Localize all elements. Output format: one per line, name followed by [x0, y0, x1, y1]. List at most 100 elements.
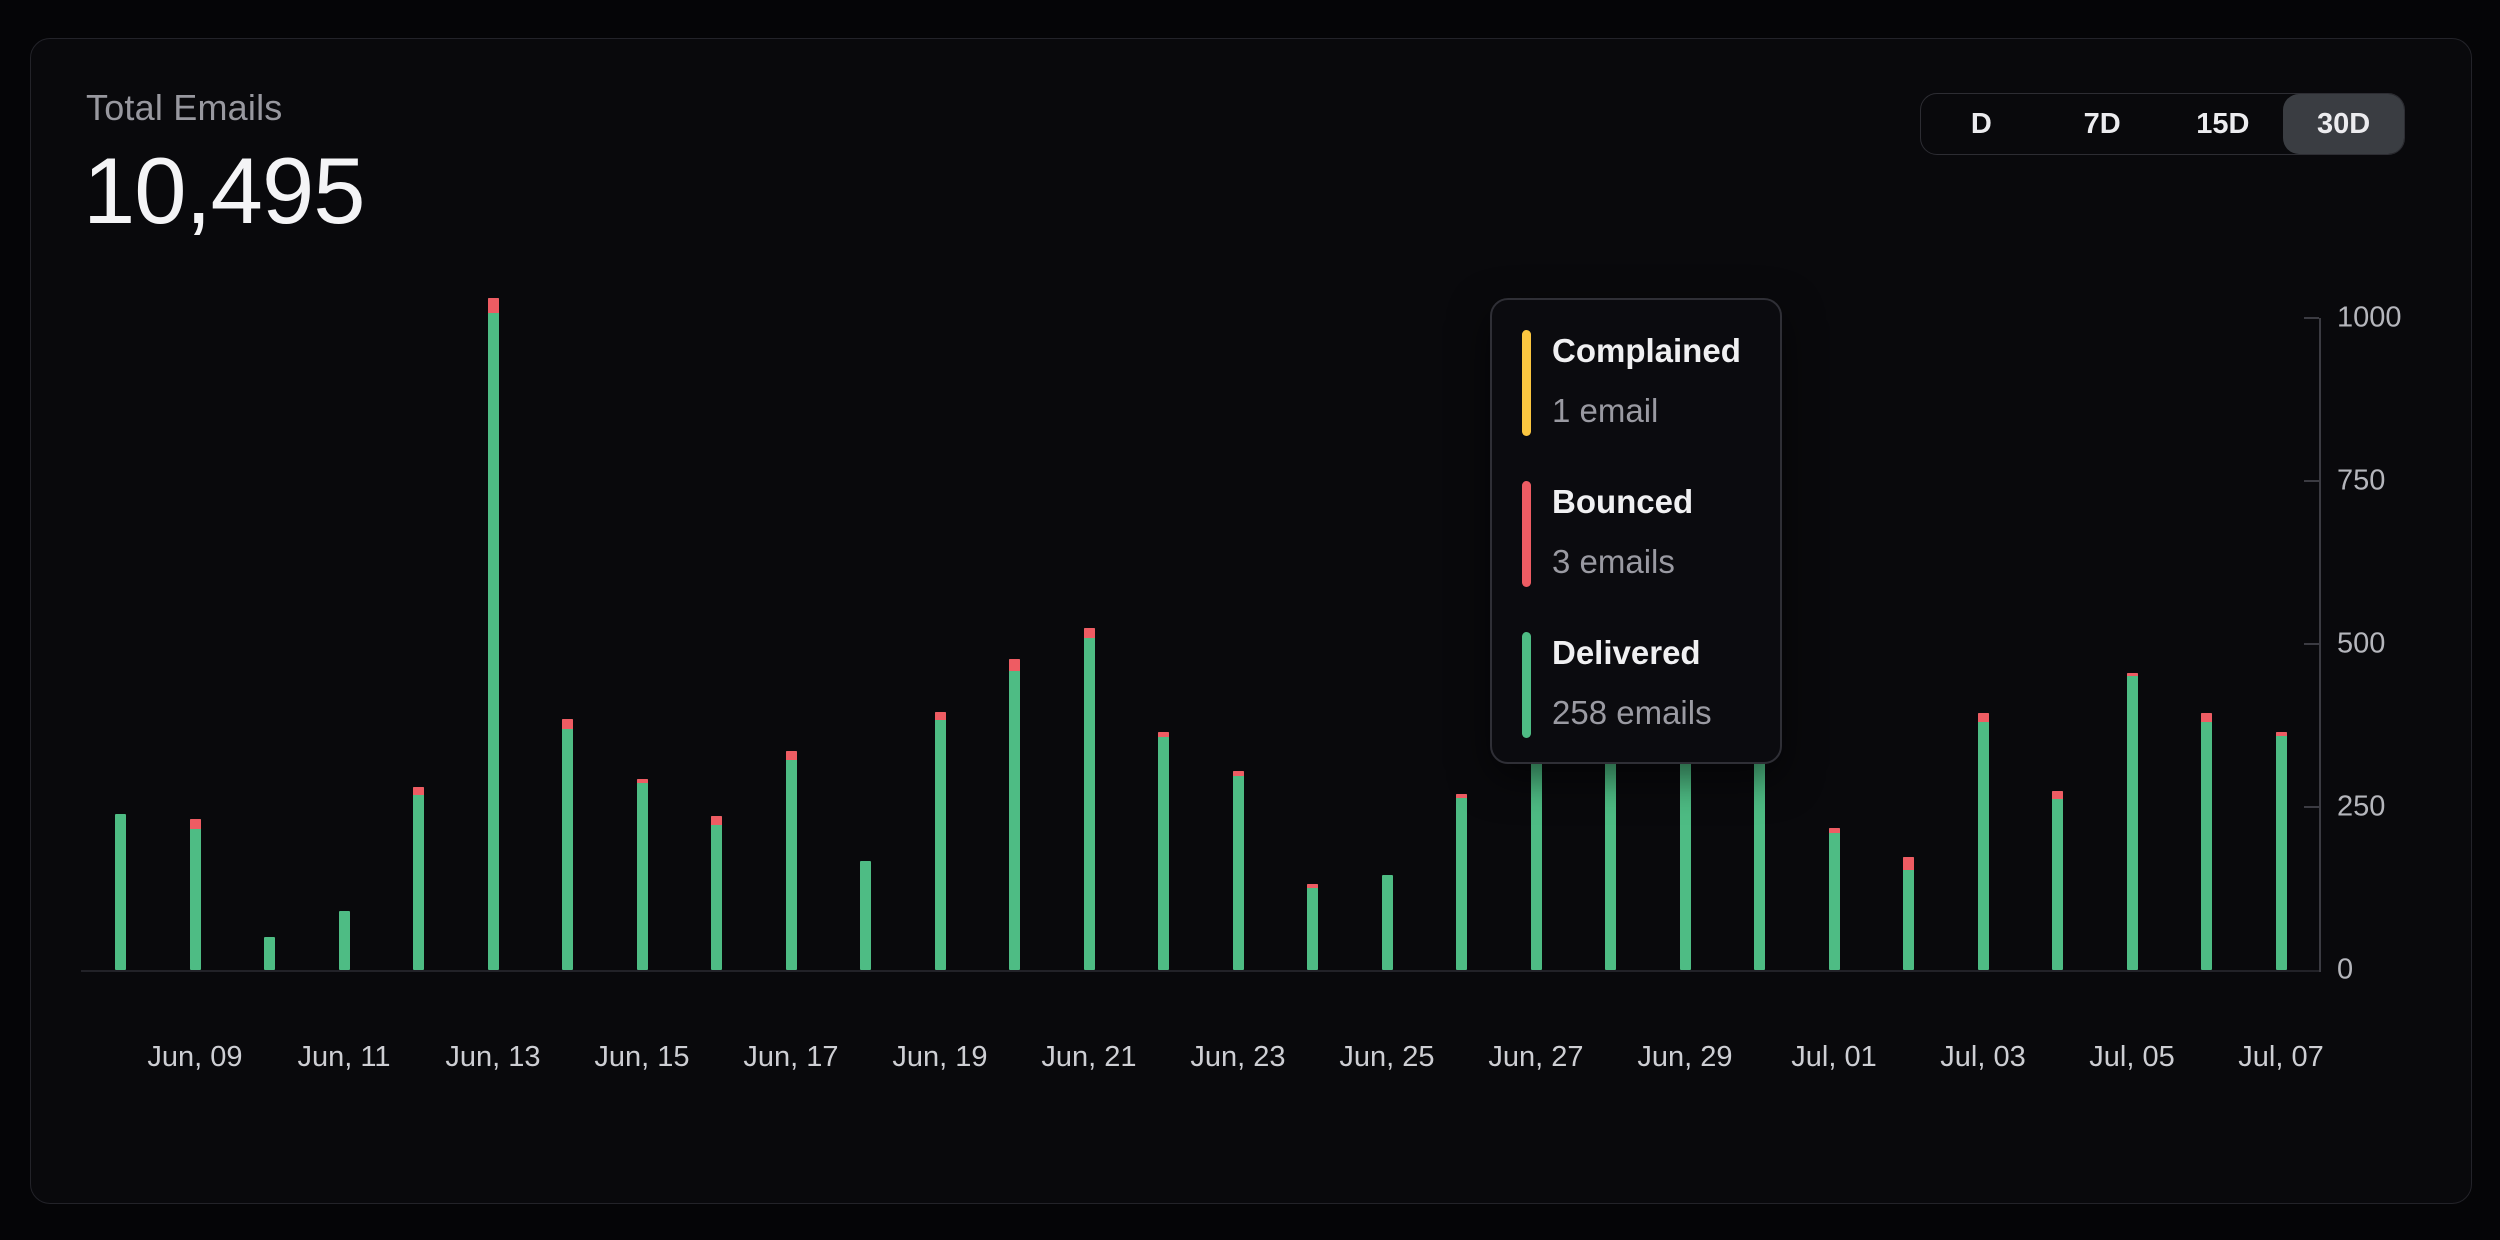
complained-color-pill — [1522, 330, 1531, 436]
bar-jul-01[interactable] — [1828, 828, 1840, 970]
x-axis-label: Jul, 01 — [1791, 1041, 1877, 1073]
tooltip-value: 258 emails — [1552, 694, 1712, 731]
x-axis-label: Jun, 25 — [1339, 1041, 1435, 1073]
tooltip-label: Bounced — [1552, 483, 1694, 520]
bar-jun-20[interactable] — [1009, 659, 1020, 970]
bar-segment-bounced — [1009, 659, 1020, 671]
y-axis-label: 0 — [2337, 953, 2354, 986]
bar-jun-29[interactable] — [1679, 752, 1691, 970]
tooltip-value: 1 email — [1552, 392, 1659, 429]
bar-jun-17[interactable] — [785, 751, 797, 970]
x-axis-label: Jul, 03 — [1940, 1041, 2026, 1073]
x-axis-label: Jul, 07 — [2238, 1041, 2324, 1073]
x-axis-label: Jun, 09 — [147, 1041, 243, 1073]
bar-segment-bounced — [711, 816, 722, 825]
bar-jul-05[interactable] — [2126, 673, 2138, 970]
x-axis-label: Jun, 29 — [1637, 1041, 1733, 1073]
bar-jun-11[interactable] — [338, 911, 350, 970]
bar-jun-12[interactable] — [413, 787, 424, 970]
x-axis-label: Jun, 21 — [1041, 1041, 1137, 1073]
total-emails-card: Total Emails 10,495 D 7D 15D 30D Jun, 09 Jun… — [30, 38, 2472, 1204]
bar-jun-22[interactable] — [1158, 732, 1169, 970]
bar-jun-18[interactable] — [860, 861, 871, 970]
range-selector: D 7D 15D 30D — [1920, 93, 2405, 155]
tooltip-label: Delivered — [1552, 634, 1701, 671]
bar-jun-21[interactable] — [1083, 628, 1095, 970]
tooltip-row-delivered: Delivered 258 emails — [1522, 632, 1780, 738]
x-axis-label: Jun, 27 — [1488, 1041, 1584, 1073]
range-button-7d[interactable]: 7D — [2083, 107, 2121, 140]
y-axis-tick — [2304, 480, 2319, 482]
bar-segment-bounced — [1083, 628, 1095, 638]
bar-jun-19[interactable] — [934, 712, 946, 970]
bar-segment-bounced — [2275, 732, 2287, 736]
y-axis-line — [2319, 318, 2321, 972]
y-axis-label: 500 — [2337, 627, 2386, 660]
x-axis-label: Jun, 19 — [892, 1041, 988, 1073]
chart-tooltip: Complained 1 email Bounced 3 emails Deli… — [1490, 298, 1782, 764]
x-axis-label: Jun, 17 — [743, 1041, 839, 1073]
bar-segment-bounced — [1828, 828, 1840, 833]
x-axis-label: Jun, 15 — [594, 1041, 690, 1073]
kpi-label: Total Emails — [86, 87, 283, 128]
bar-segment-bounced — [2201, 713, 2212, 722]
range-button-30d[interactable]: 30D — [2283, 94, 2404, 154]
y-axis-label: 250 — [2337, 790, 2386, 823]
y-axis-tick — [2304, 643, 2319, 645]
bar-jun-30[interactable] — [1754, 758, 1765, 970]
bar-segment-bounced — [413, 787, 424, 795]
range-button-d[interactable]: D — [1970, 107, 1992, 140]
bar-jul-04[interactable] — [2052, 791, 2063, 970]
x-axis-label: Jun, 23 — [1190, 1041, 1286, 1073]
tooltip-label: Complained — [1552, 332, 1741, 369]
bar-segment-bounced — [934, 712, 946, 720]
bar-segment-bounced — [2052, 791, 2063, 799]
x-axis-label: Jun, 13 — [445, 1041, 541, 1073]
bar-segment-bounced — [487, 298, 499, 313]
bar-segment-bounced — [1977, 713, 1989, 722]
x-axis-label: Jun, 11 — [297, 1041, 391, 1073]
chart-plot: Jun, 09 Jun, 11 Jun, 13 Jun, 15 Jun, 17 Jun, … — [31, 39, 2471, 1203]
range-button-15d[interactable]: 15D — [2196, 107, 2250, 140]
bar-jul-03[interactable] — [1977, 713, 1989, 970]
bar-segment-bounced — [1456, 794, 1467, 798]
bar-segment-bounced — [562, 719, 573, 729]
tooltip-row-bounced: Bounced 3 emails — [1522, 481, 1780, 587]
bar-jul-06[interactable] — [2201, 713, 2212, 970]
bar-jun-27[interactable] — [1530, 748, 1542, 970]
y-axis-label: 1000 — [2337, 301, 2402, 334]
bar-segment-bounced — [785, 751, 797, 760]
x-axis-label: Jul, 05 — [2089, 1041, 2175, 1073]
bar-segment-bounced — [636, 779, 648, 783]
bar-segment-bounced — [2126, 673, 2138, 676]
bar-jun-23[interactable] — [1232, 771, 1244, 970]
x-axis-line — [81, 970, 2321, 972]
bar-jun-15[interactable] — [636, 779, 648, 970]
bar-jun-25[interactable] — [1381, 875, 1393, 970]
bar-jun-10[interactable] — [264, 937, 275, 970]
bar-jun-13[interactable] — [487, 298, 499, 970]
y-axis-tick — [2304, 806, 2319, 808]
bar-jun-08[interactable] — [115, 814, 126, 970]
bar-jun-26[interactable] — [1456, 794, 1467, 970]
bar-segment-bounced — [1158, 732, 1169, 737]
bar-segment-bounced — [1307, 884, 1318, 888]
bounced-color-pill — [1522, 481, 1531, 587]
bar-segment-bounced — [189, 819, 201, 829]
bar-jun-14[interactable] — [562, 719, 573, 970]
tooltip-row-complained: Complained 1 email — [1522, 330, 1780, 436]
tooltip-value: 3 emails — [1552, 543, 1675, 580]
y-axis-tick — [2304, 317, 2319, 319]
bar-jun-24[interactable] — [1307, 884, 1318, 970]
y-axis-label: 750 — [2337, 464, 2386, 497]
bar-jul-02[interactable] — [1903, 857, 1914, 970]
bar-jun-09[interactable] — [189, 819, 201, 970]
kpi-value: 10,495 — [83, 138, 366, 243]
bar-jun-28[interactable] — [1605, 748, 1616, 970]
bar-jul-07[interactable] — [2275, 732, 2287, 970]
bar-segment-bounced — [1232, 771, 1244, 776]
bar-segment-bounced — [1903, 857, 1914, 870]
delivered-color-pill — [1522, 632, 1531, 738]
bar-jun-16[interactable] — [711, 816, 722, 970]
